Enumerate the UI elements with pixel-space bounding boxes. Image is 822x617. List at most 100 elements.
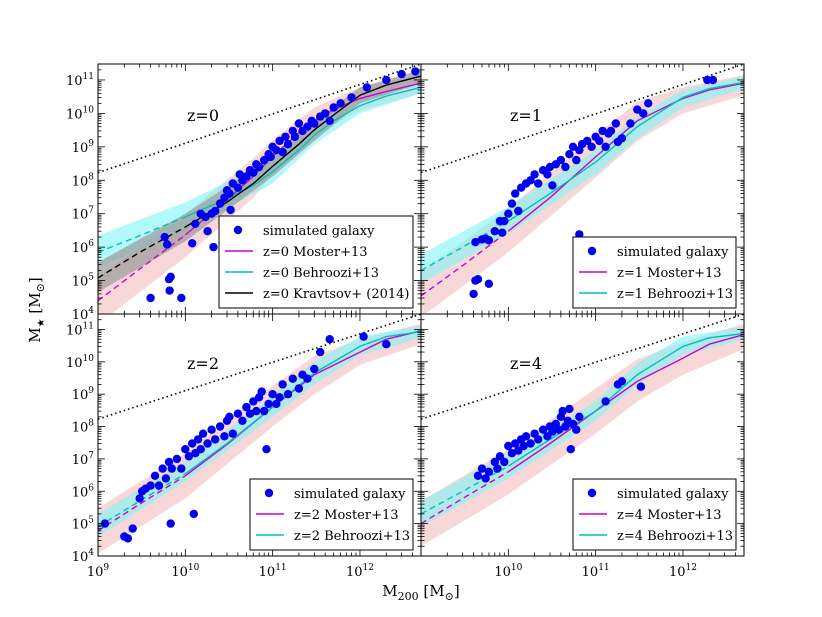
- data-point: [290, 132, 300, 141]
- data-point: [548, 181, 557, 190]
- y-tick-label: 106: [72, 239, 95, 256]
- data-point: [158, 464, 167, 473]
- data-point: [225, 189, 234, 198]
- data-point: [172, 454, 182, 464]
- legend-label: z=0 Moster+13: [263, 245, 368, 260]
- data-point: [558, 406, 567, 416]
- legend-entry: z=0 Moster+13: [225, 245, 368, 260]
- legend-entry: simulated galaxy: [233, 224, 375, 239]
- data-point: [123, 534, 133, 543]
- band-behroozi13: [98, 325, 421, 537]
- data-point: [534, 435, 543, 444]
- data-point: [165, 286, 174, 295]
- data-point: [490, 457, 499, 467]
- legend: simulated galaxy z=2 Moster+13 z=2 Behrooz…: [249, 478, 414, 551]
- x-tick-label: 1012: [346, 563, 374, 580]
- data-point: [359, 332, 368, 341]
- data-point: [575, 412, 584, 421]
- line-moster-dashed: [98, 475, 186, 532]
- data-point: [336, 99, 345, 108]
- data-point: [611, 119, 620, 128]
- data-point: [595, 136, 604, 146]
- y-tick-label: 106: [72, 483, 95, 500]
- legend-label: z=2 Moster+13: [294, 508, 399, 523]
- data-point: [382, 75, 391, 85]
- data-point: [167, 464, 176, 473]
- legend: simulated galaxy z=0 Moster+13 z=0 Behrooz…: [218, 215, 414, 309]
- data-point: [469, 289, 478, 299]
- data-point: [511, 439, 520, 448]
- data-point: [500, 216, 509, 226]
- data-point: [617, 134, 627, 143]
- legend-entry: z=4 Behroozi+13: [579, 529, 733, 544]
- data-point: [411, 67, 420, 76]
- data-point: [161, 474, 171, 483]
- data-point: [481, 474, 490, 483]
- data-point: [128, 524, 137, 533]
- legend-entry: simulated galaxy: [264, 487, 406, 502]
- x-tick-label: 1011: [259, 563, 287, 580]
- legend-marker-point: [264, 488, 274, 498]
- data-point: [484, 467, 494, 476]
- y-tick-label: 1010: [66, 105, 94, 122]
- data-point: [568, 142, 578, 151]
- data-point: [150, 471, 160, 480]
- plot-area: [421, 64, 744, 314]
- data-point: [242, 402, 251, 412]
- line-kravtsov: [184, 75, 421, 228]
- y-tick-label: 105: [72, 516, 95, 533]
- line-behroozi-dashed: [421, 465, 509, 515]
- data-point: [606, 126, 616, 136]
- data-point: [166, 272, 175, 281]
- data-point: [526, 176, 535, 185]
- reference-dotted-line: [98, 64, 421, 174]
- legend-entry: z=2 Behroozi+13: [256, 529, 410, 544]
- data-point: [154, 481, 164, 490]
- data-point: [554, 425, 564, 434]
- legend-label: z=1 Behroozi+13: [617, 287, 733, 302]
- legend-entry: z=4 Moster+13: [579, 508, 722, 523]
- y-tick-label: 1011: [66, 72, 94, 89]
- legend-label: simulated galaxy: [617, 487, 729, 502]
- data-point: [294, 384, 304, 393]
- legend-marker-point: [587, 488, 597, 498]
- data-point: [268, 390, 277, 399]
- data-point: [566, 445, 575, 454]
- data-point: [617, 377, 627, 386]
- panel-z-1: z=1 simulated galaxy z=1 Moster+13 z=1 Behr…: [420, 63, 745, 315]
- legend-label: simulated galaxy: [263, 224, 375, 239]
- data-point: [220, 432, 229, 441]
- data-point: [511, 189, 520, 198]
- data-point: [226, 205, 235, 215]
- data-point: [325, 335, 334, 344]
- data-point: [310, 364, 319, 374]
- legend: simulated galaxy z=1 Moster+13 z=1 Behrooz…: [572, 236, 737, 309]
- data-point: [556, 155, 566, 165]
- line-moster: [507, 333, 744, 473]
- y-tick-label: 107: [72, 451, 95, 468]
- band-behroozi13: [421, 326, 744, 527]
- plot-grid: 104 105 106 107 108 109 1010 1011 z=0 simulated g…: [66, 63, 745, 580]
- data-point: [135, 494, 144, 503]
- data-point: [303, 374, 312, 383]
- legend-label: simulated galaxy: [617, 245, 729, 260]
- line-moster-dashed: [421, 471, 509, 525]
- line-kravtsov-dashed: [98, 226, 186, 279]
- y-tick-label: 107: [72, 206, 95, 223]
- data-point: [288, 374, 297, 383]
- data-point: [249, 168, 258, 177]
- data-point: [477, 464, 487, 473]
- data-point: [644, 99, 653, 108]
- data-point: [257, 387, 266, 396]
- data-point: [283, 390, 293, 399]
- data-point: [275, 136, 284, 146]
- data-point: [207, 425, 216, 434]
- ticks: [97, 63, 422, 315]
- line-moster: [184, 330, 421, 477]
- legend-entry: z=0 Kravtsov+ (2014): [225, 287, 410, 302]
- data-point: [519, 441, 528, 451]
- data-point: [626, 119, 635, 128]
- legend-marker-point: [233, 225, 243, 235]
- data-point: [215, 199, 225, 208]
- data-point: [490, 227, 499, 236]
